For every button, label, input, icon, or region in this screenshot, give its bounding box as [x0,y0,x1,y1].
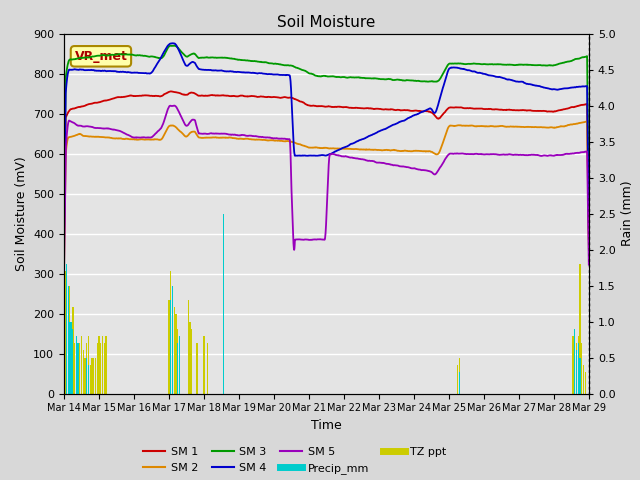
Bar [68,286,70,394]
Text: VR_met: VR_met [74,50,127,63]
Bar [223,214,224,394]
Bar [170,300,172,394]
Title: Soil Moisture: Soil Moisture [277,15,376,30]
Bar [191,329,192,394]
Bar [572,336,573,394]
Legend: SM 1, SM 2, SM 3, SM 4, SM 5, Precip_mm, TZ ppt: SM 1, SM 2, SM 3, SM 4, SM 5, Precip_mm,… [139,443,451,478]
Bar [95,358,96,394]
Bar [579,358,580,394]
Bar [70,322,72,394]
Bar [196,343,198,394]
Bar [168,300,170,394]
Bar [71,336,72,394]
X-axis label: Time: Time [311,419,342,432]
Bar [189,322,191,394]
Bar [459,372,460,394]
Bar [88,336,89,394]
Bar [578,343,579,394]
Bar [102,336,103,394]
Bar [79,343,81,394]
Bar [65,271,67,394]
Bar [100,343,101,394]
Bar [90,365,91,394]
Bar [179,336,180,394]
Bar [86,358,87,394]
Bar [74,343,75,394]
Bar [72,329,74,394]
Bar [92,358,93,394]
Bar [86,343,87,394]
Bar [585,372,586,394]
Bar [170,271,172,394]
Bar [68,322,70,394]
Bar [576,350,577,394]
Bar [66,264,67,394]
Bar [81,336,82,394]
Bar [93,358,94,394]
Bar [77,343,79,394]
Bar [207,343,208,394]
Bar [106,336,107,394]
Bar [459,358,460,394]
Bar [457,365,458,394]
Bar [574,343,575,394]
Bar [66,300,67,394]
Bar [76,336,77,394]
Y-axis label: Rain (mm): Rain (mm) [621,181,634,246]
Bar [173,307,175,394]
Bar [578,336,579,394]
Y-axis label: Soil Moisture (mV): Soil Moisture (mV) [15,156,28,271]
Bar [175,314,177,394]
Bar [83,350,84,394]
Bar [97,343,98,394]
Bar [583,365,584,394]
Bar [204,336,205,394]
Bar [68,286,69,394]
Bar [72,307,74,394]
Bar [172,286,173,394]
Bar [77,358,79,394]
Bar [84,358,86,394]
Bar [574,329,575,394]
Bar [576,343,577,394]
Bar [70,322,71,394]
Bar [579,264,580,394]
Bar [179,336,180,394]
Bar [99,336,100,394]
Bar [68,322,69,394]
Bar [104,343,105,394]
Bar [172,300,173,394]
Bar [177,343,179,394]
Bar [188,300,189,394]
Bar [76,336,77,394]
Bar [581,343,582,394]
Bar [177,329,179,394]
Bar [88,365,89,394]
